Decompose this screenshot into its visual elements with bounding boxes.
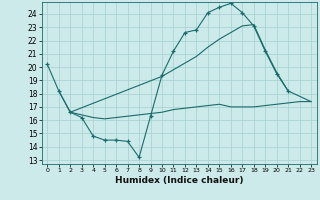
X-axis label: Humidex (Indice chaleur): Humidex (Indice chaleur) <box>115 176 244 185</box>
